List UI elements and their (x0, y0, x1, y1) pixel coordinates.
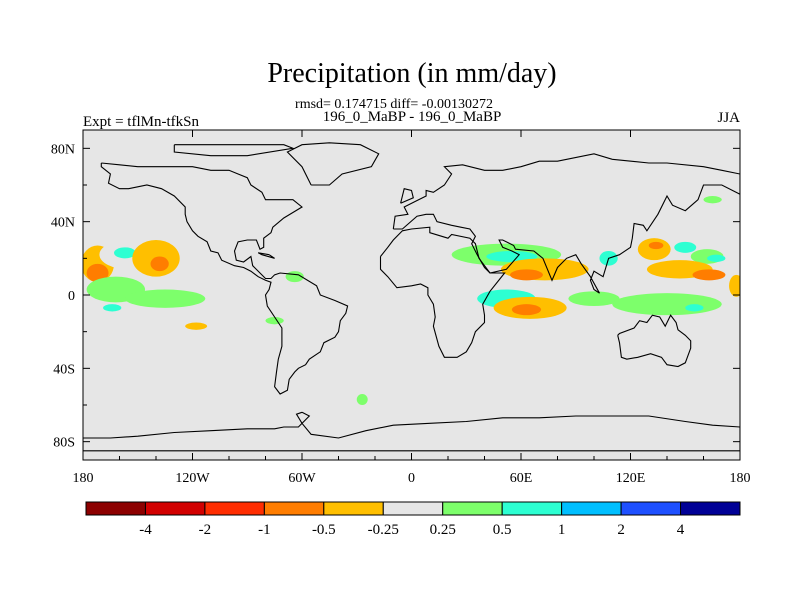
x-axis: 180 120W 60W 0 60E 120E 180 (73, 130, 751, 486)
x-tick-label-4: 60E (510, 471, 533, 486)
colorbar-label-1: -2 (199, 522, 212, 538)
colorbar-label-8: 2 (617, 522, 625, 538)
precip-region-35 (685, 304, 704, 312)
precip-region-36 (729, 274, 740, 297)
subtitle-right: JJA (717, 110, 740, 126)
precip-region-7 (103, 304, 122, 312)
precip-region-25 (637, 238, 671, 261)
x-tick-label-3: 0 (408, 471, 415, 486)
coastline-4 (379, 226, 506, 358)
precip-region-16 (486, 251, 538, 262)
precip-region-32 (676, 186, 713, 202)
precip-region-13 (265, 317, 284, 325)
y-tick-label-2: 0 (68, 289, 75, 304)
x-tick-label-6: 180 (730, 471, 751, 486)
colorbar-label-0: -4 (139, 522, 152, 538)
colorbar-box-1 (144, 501, 206, 516)
subtitle-left: Expt = tflMn-tfkSn (83, 114, 199, 130)
precip-region-34 (612, 293, 722, 316)
colorbar-box-7 (501, 501, 563, 516)
colorbar-label-3: -0.5 (312, 522, 336, 538)
stats-text: rmsd= 0.174715 diff= -0.00130272 (295, 97, 493, 112)
coastline-3 (392, 153, 740, 294)
precip-region-1 (86, 263, 109, 283)
precip-region-33 (703, 196, 722, 204)
precip-region-11 (327, 335, 350, 358)
precip-region-22 (568, 291, 620, 306)
precip-region-18 (510, 269, 543, 281)
x-tick-label-2: 60W (288, 471, 316, 486)
colorbar-label-4: -0.25 (368, 522, 399, 538)
colorbar-box-3 (263, 501, 325, 516)
colorbar-box-4 (323, 501, 384, 516)
colorbar-label-5: 0.25 (430, 522, 456, 538)
coastline-6 (83, 411, 740, 452)
colorbar-label-9: 4 (677, 522, 685, 538)
precip-region-26 (648, 241, 664, 250)
coastline-8 (400, 188, 414, 204)
precip-region-27 (674, 241, 697, 253)
precip-region-5 (150, 256, 169, 272)
precip-region-31 (692, 269, 726, 281)
precip-region-8 (124, 289, 206, 308)
colorbar-box-6 (442, 501, 503, 516)
precipitation-regions (83, 186, 740, 405)
colorbar-box-8 (561, 501, 622, 516)
y-axis: 80N 40N 0 40S 80S (51, 142, 740, 451)
coastline-5 (617, 314, 692, 368)
coastline-2 (286, 142, 380, 186)
colorbar-box-2 (204, 501, 265, 516)
colorbar-box-5 (382, 501, 444, 516)
precip-region-12 (356, 394, 368, 405)
precip-region-10 (185, 322, 208, 330)
chart-title: Precipitation (in mm/day) (267, 58, 556, 89)
x-tick-label-0: 180 (73, 471, 94, 486)
colorbar-label-6: 0.5 (493, 522, 512, 538)
y-tick-label-0: 80N (51, 142, 75, 157)
precip-region-21 (511, 304, 542, 316)
y-tick-label-4: 80S (53, 436, 75, 451)
subtitle-center: 196_0_MaBP - 196_0_MaBP (323, 109, 502, 125)
colorbar-box-10 (680, 501, 741, 516)
precip-region-3 (114, 247, 136, 259)
x-tick-label-5: 120E (616, 471, 646, 486)
colorbar-box-0 (85, 501, 146, 516)
coastline-1 (100, 162, 349, 395)
y-tick-label-1: 40N (51, 216, 75, 231)
coastline-7 (257, 252, 275, 259)
colorbar-label-2: -1 (258, 522, 271, 538)
colorbar-box-9 (620, 501, 682, 516)
x-tick-label-1: 120W (175, 471, 210, 486)
y-tick-label-3: 40S (53, 362, 75, 377)
precip-region-29 (707, 254, 726, 262)
coastline-0 (173, 144, 295, 157)
colorbar: -4 -2 -1 -0.5 -0.25 0.25 0.5 1 2 4 (85, 501, 741, 538)
coastlines (83, 142, 740, 452)
colorbar-label-7: 1 (558, 522, 566, 538)
